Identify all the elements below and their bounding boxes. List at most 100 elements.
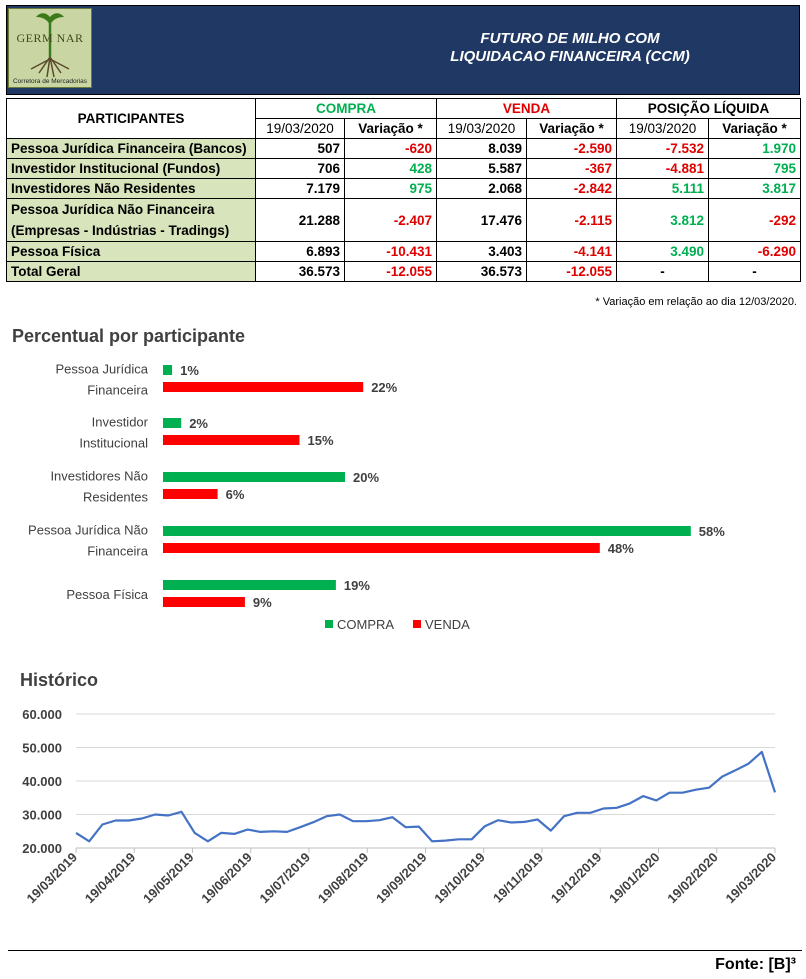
participant-name-line1: Pessoa Jurídica Não Financeira — [11, 202, 215, 217]
bar-value-label: 22% — [371, 380, 397, 395]
plant-icon — [30, 13, 70, 78]
venda-cell: 17.476 — [436, 198, 527, 242]
category-label: Pessoa Jurídica Não — [28, 523, 148, 538]
category-label: Financeira — [87, 544, 148, 559]
pos-cell: - — [616, 261, 709, 282]
report-title: FUTURO DE MILHO COM LIQUIDACAO FINANCEIR… — [340, 30, 800, 66]
legend-swatch — [325, 620, 333, 628]
compra-bar — [163, 472, 345, 482]
compra-cell: 7.179 — [255, 178, 345, 199]
x-tick-label: 19/11/2019 — [490, 850, 546, 906]
y-tick-label: 60.000 — [22, 707, 62, 722]
sub-var: Variação * — [344, 118, 437, 139]
venda-var-cell: -2.115 — [526, 198, 617, 242]
title-line-2: LIQUIDACAO FINANCEIRA (CCM) — [450, 48, 690, 65]
venda-cell: 2.068 — [436, 178, 527, 199]
x-tick-label: 19/06/2019 — [198, 850, 255, 907]
bar-value-label: 6% — [226, 487, 245, 502]
pos-cell: 3.490 — [616, 241, 709, 262]
x-tick-label: 19/02/2020 — [664, 850, 721, 907]
x-tick-label: 19/05/2019 — [140, 850, 197, 907]
compra-cell: 6.893 — [255, 241, 345, 262]
pos-cell: 3.812 — [616, 198, 709, 242]
sub-date: 19/03/2020 — [255, 118, 345, 139]
line-chart: 20.000 30.000 40.000 50.000 60.000 19/03/2019… — [22, 707, 779, 907]
y-tick-label: 20.000 — [22, 841, 62, 856]
positions-table: PARTICIPANTES COMPRA VENDA POSIÇÃO LÍQUI… — [6, 98, 801, 282]
pos-var-cell: -292 — [708, 198, 801, 242]
venda-cell: 5.587 — [436, 158, 527, 179]
participant-name: Investidores Não Residentes — [6, 178, 256, 199]
compra-var-cell: 975 — [344, 178, 437, 199]
table-footnote: * Variação em relação ao dia 12/03/2020. — [595, 296, 797, 308]
title-line-1: FUTURO DE MILHO COM — [480, 30, 660, 47]
history-series-line — [75, 750, 777, 843]
compra-bar — [163, 526, 691, 536]
pos-var-cell: 1.970 — [708, 138, 801, 159]
category-label: Institucional — [79, 436, 148, 451]
source-label: Fonte: [B]³ — [715, 956, 796, 973]
group-venda: VENDA — [436, 98, 617, 119]
compra-var-cell: -12.055 — [344, 261, 437, 282]
legend-label: VENDA — [425, 617, 470, 632]
venda-cell: 3.403 — [436, 241, 527, 262]
category-label: Investidores Não — [50, 469, 148, 484]
compra-var-cell: -620 — [344, 138, 437, 159]
venda-bar — [163, 435, 300, 445]
participant-name: Pessoa Física — [6, 241, 256, 262]
bar-value-label: 15% — [308, 433, 334, 448]
sub-var: Variação * — [708, 118, 801, 139]
x-tick-label: 19/10/2019 — [431, 850, 488, 907]
compra-bar — [163, 365, 173, 375]
logo: GERM NAR Corretora de Mercadorias — [8, 8, 92, 88]
sub-date: 19/03/2020 — [436, 118, 527, 139]
venda-cell: 8.039 — [436, 138, 527, 159]
participant-name: Investidor Institucional (Fundos) — [6, 158, 256, 179]
category-label: Investidor — [92, 415, 149, 430]
x-tick-label: 19/08/2019 — [315, 850, 372, 907]
x-tick-label: 19/07/2019 — [256, 850, 313, 907]
participant-name: Pessoa Jurídica Financeira (Bancos) — [6, 138, 256, 159]
footer-divider — [8, 950, 802, 951]
x-tick-label: 19/03/2020 — [722, 850, 779, 907]
group-compra: COMPRA — [255, 98, 437, 119]
group-posicao: POSIÇÃO LÍQUIDA — [616, 98, 801, 119]
pos-var-cell: -6.290 — [708, 241, 801, 262]
legend-label: COMPRA — [337, 617, 394, 632]
bar-value-label: 1% — [180, 363, 199, 378]
table-row: Pessoa Física 6.893 -10.431 3.403 -4.141… — [6, 241, 801, 262]
compra-cell: 706 — [255, 158, 345, 179]
table-row: Pessoa Jurídica Não Financeira (Empresas… — [6, 198, 801, 242]
x-tick-label: 19/12/2019 — [548, 850, 605, 907]
venda-cell: 36.573 — [436, 261, 527, 282]
compra-cell: 21.288 — [255, 198, 345, 242]
bar-chart: Pessoa Jurídica Financeira 1% 22% Investidor… — [28, 362, 725, 633]
pos-cell: 5.111 — [616, 178, 709, 199]
venda-var-cell: -12.055 — [526, 261, 617, 282]
venda-bar — [163, 382, 364, 392]
venda-bar — [163, 597, 245, 607]
table-row: Total Geral 36.573 -12.055 36.573 -12.05… — [6, 261, 801, 282]
table-row: Investidores Não Residentes 7.179 975 2.… — [6, 178, 801, 199]
compra-var-cell: -2.407 — [344, 198, 437, 242]
bar-value-label: 58% — [699, 524, 725, 539]
bar-value-label: 19% — [344, 578, 370, 593]
participant-name: Pessoa Jurídica Não Financeira (Empresas… — [6, 198, 256, 242]
category-label: Financeira — [87, 383, 148, 398]
venda-var-cell: -2.842 — [526, 178, 617, 199]
x-tick-label: 19/09/2019 — [373, 850, 430, 907]
compra-cell: 507 — [255, 138, 345, 159]
compra-var-cell: -10.431 — [344, 241, 437, 262]
bar-chart-title: Percentual por participante — [12, 326, 246, 346]
logo-subtitle: Corretora de Mercadorias — [12, 78, 88, 85]
y-tick-label: 30.000 — [22, 808, 62, 823]
col-participantes: PARTICIPANTES — [6, 98, 256, 139]
y-tick-label: 40.000 — [22, 774, 62, 789]
pos-var-cell: - — [708, 261, 801, 282]
header-banner — [6, 5, 800, 95]
compra-var-cell: 428 — [344, 158, 437, 179]
x-tick-label: 19/03/2019 — [23, 850, 80, 907]
sub-date: 19/03/2020 — [616, 118, 709, 139]
bar-value-label: 20% — [353, 470, 379, 485]
table-row: Pessoa Jurídica Financeira (Bancos) 507 … — [6, 138, 801, 159]
